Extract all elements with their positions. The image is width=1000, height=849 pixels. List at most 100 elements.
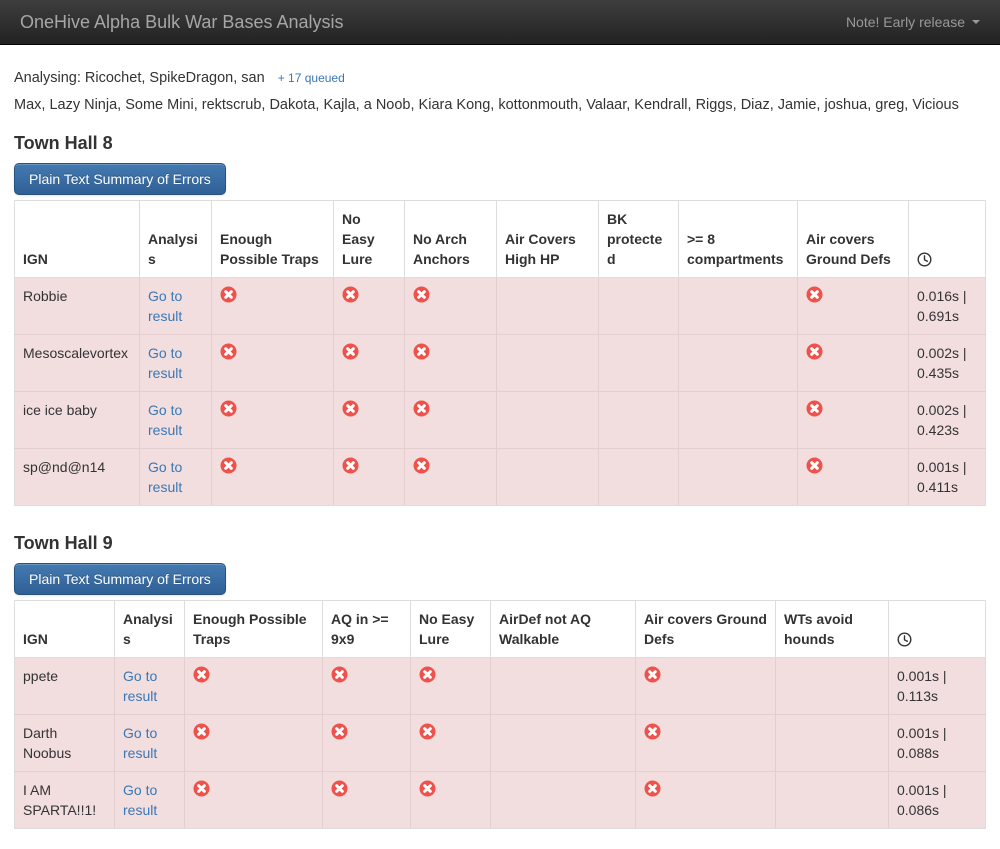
error-flag bbox=[220, 343, 237, 365]
section-town-hall-8: Town Hall 8 Plain Text Summary of Errors… bbox=[14, 132, 986, 506]
flag-cell bbox=[490, 771, 636, 829]
flag-cell bbox=[496, 277, 599, 335]
error-flag bbox=[644, 723, 661, 745]
go-to-result-link[interactable]: Go to result bbox=[123, 725, 158, 761]
table-row: Darth Noobus Go to result 0.001s | 0.088s bbox=[14, 714, 986, 772]
error-flag bbox=[193, 780, 210, 802]
column-header-aq-in-9x9: AQ in >= 9x9 bbox=[322, 600, 411, 658]
times-circle-icon bbox=[806, 286, 823, 303]
flag-cell bbox=[496, 391, 599, 449]
plain-text-summary-button[interactable]: Plain Text Summary of Errors bbox=[14, 163, 226, 195]
time-cell: 0.002s | 0.435s bbox=[908, 334, 986, 392]
go-to-result-link[interactable]: Go to result bbox=[148, 402, 183, 438]
times-circle-icon bbox=[419, 780, 436, 797]
go-to-result-link[interactable]: Go to result bbox=[148, 459, 183, 495]
navbar-dropdown-toggle[interactable]: Note! Early release bbox=[846, 14, 980, 30]
flag-cell bbox=[211, 391, 334, 449]
go-to-result-link[interactable]: Go to result bbox=[123, 782, 158, 818]
flag-cell bbox=[333, 277, 405, 335]
plain-text-summary-button[interactable]: Plain Text Summary of Errors bbox=[14, 563, 226, 595]
column-header-no-easy-lure: No Easy Lure bbox=[410, 600, 491, 658]
flag-cell bbox=[598, 277, 679, 335]
flag-cell bbox=[333, 334, 405, 392]
error-flag bbox=[806, 286, 823, 308]
error-flag bbox=[419, 780, 436, 802]
analysis-cell: Go to result bbox=[139, 334, 212, 392]
column-header-air-covers-ground-defs: Air covers Ground Defs bbox=[635, 600, 776, 658]
error-flag bbox=[413, 343, 430, 365]
analysis-cell: Go to result bbox=[114, 714, 185, 772]
flag-cell bbox=[211, 334, 334, 392]
time-cell: 0.001s | 0.411s bbox=[908, 448, 986, 506]
column-header-analysis: Analysis bbox=[139, 200, 212, 278]
error-flag bbox=[806, 457, 823, 479]
table-body: Robbie Go to result 0.016s | 0.691s Mesosca… bbox=[14, 277, 986, 506]
table-row: ice ice baby Go to result 0.002s | 0.423s bbox=[14, 391, 986, 449]
flag-cell bbox=[410, 714, 491, 772]
analysing-text: Analysing: Ricochet, SpikeDragon, san bbox=[14, 70, 265, 86]
section-town-hall-9: Town Hall 9 Plain Text Summary of Errors… bbox=[14, 532, 986, 829]
column-header-time bbox=[908, 200, 986, 278]
column-header-8-compartments: >= 8 compartments bbox=[678, 200, 798, 278]
flag-cell bbox=[775, 657, 889, 715]
times-circle-icon bbox=[220, 400, 237, 417]
time-cell: 0.001s | 0.086s bbox=[888, 771, 986, 829]
error-flag bbox=[419, 723, 436, 745]
flag-cell bbox=[678, 334, 798, 392]
time-cell: 0.001s | 0.113s bbox=[888, 657, 986, 715]
times-circle-icon bbox=[419, 723, 436, 740]
analysis-cell: Go to result bbox=[114, 657, 185, 715]
flag-cell bbox=[404, 448, 497, 506]
time-cell: 0.002s | 0.423s bbox=[908, 391, 986, 449]
times-circle-icon bbox=[331, 723, 348, 740]
times-circle-icon bbox=[413, 343, 430, 360]
times-circle-icon bbox=[413, 400, 430, 417]
navbar: OneHive Alpha Bulk War Bases Analysis No… bbox=[0, 0, 1000, 45]
times-circle-icon bbox=[806, 400, 823, 417]
error-flag bbox=[413, 400, 430, 422]
flag-cell bbox=[404, 334, 497, 392]
ign-cell: sp@nd@n14 bbox=[14, 448, 140, 506]
error-flag bbox=[331, 723, 348, 745]
flag-cell bbox=[797, 277, 909, 335]
analysis-cell: Go to result bbox=[114, 771, 185, 829]
error-flag bbox=[644, 666, 661, 688]
flag-cell bbox=[598, 391, 679, 449]
times-circle-icon bbox=[193, 666, 210, 683]
flag-cell bbox=[678, 277, 798, 335]
table-body: ppete Go to result 0.001s | 0.113s Darth No… bbox=[14, 657, 986, 829]
analysis-cell: Go to result bbox=[139, 391, 212, 449]
error-flag bbox=[331, 666, 348, 688]
column-header-enough-possible-traps: Enough Possible Traps bbox=[184, 600, 323, 658]
go-to-result-link[interactable]: Go to result bbox=[148, 345, 183, 381]
error-flag bbox=[806, 400, 823, 422]
column-header-bk-protected: BK protected bbox=[598, 200, 679, 278]
flag-cell bbox=[490, 714, 636, 772]
times-circle-icon bbox=[220, 343, 237, 360]
go-to-result-link[interactable]: Go to result bbox=[123, 668, 158, 704]
caret-down-icon bbox=[972, 20, 980, 24]
header-row: IGN Analysis Enough Possible Traps AQ in >=… bbox=[14, 600, 986, 658]
times-circle-icon bbox=[342, 457, 359, 474]
times-circle-icon bbox=[220, 457, 237, 474]
go-to-result-link[interactable]: Go to result bbox=[148, 288, 183, 324]
times-circle-icon bbox=[331, 666, 348, 683]
column-header-time bbox=[888, 600, 986, 658]
table-row: ppete Go to result 0.001s | 0.113s bbox=[14, 657, 986, 715]
error-flag bbox=[413, 286, 430, 308]
times-circle-icon bbox=[806, 343, 823, 360]
flag-cell bbox=[404, 277, 497, 335]
column-header-no-easy-lure: No Easy Lure bbox=[333, 200, 405, 278]
flag-cell bbox=[322, 771, 411, 829]
queued-count-link[interactable]: + 17 queued bbox=[277, 71, 345, 85]
flag-cell bbox=[797, 391, 909, 449]
flag-cell bbox=[797, 334, 909, 392]
times-circle-icon bbox=[644, 666, 661, 683]
analysis-table: IGN Analysis Enough Possible Traps AQ in >=… bbox=[14, 600, 986, 829]
flag-cell bbox=[322, 714, 411, 772]
clock-icon bbox=[897, 632, 912, 647]
flag-cell bbox=[333, 391, 405, 449]
error-flag bbox=[342, 343, 359, 365]
navbar-brand[interactable]: OneHive Alpha Bulk War Bases Analysis bbox=[20, 11, 344, 32]
column-header-air-covers-ground-defs: Air covers Ground Defs bbox=[797, 200, 909, 278]
